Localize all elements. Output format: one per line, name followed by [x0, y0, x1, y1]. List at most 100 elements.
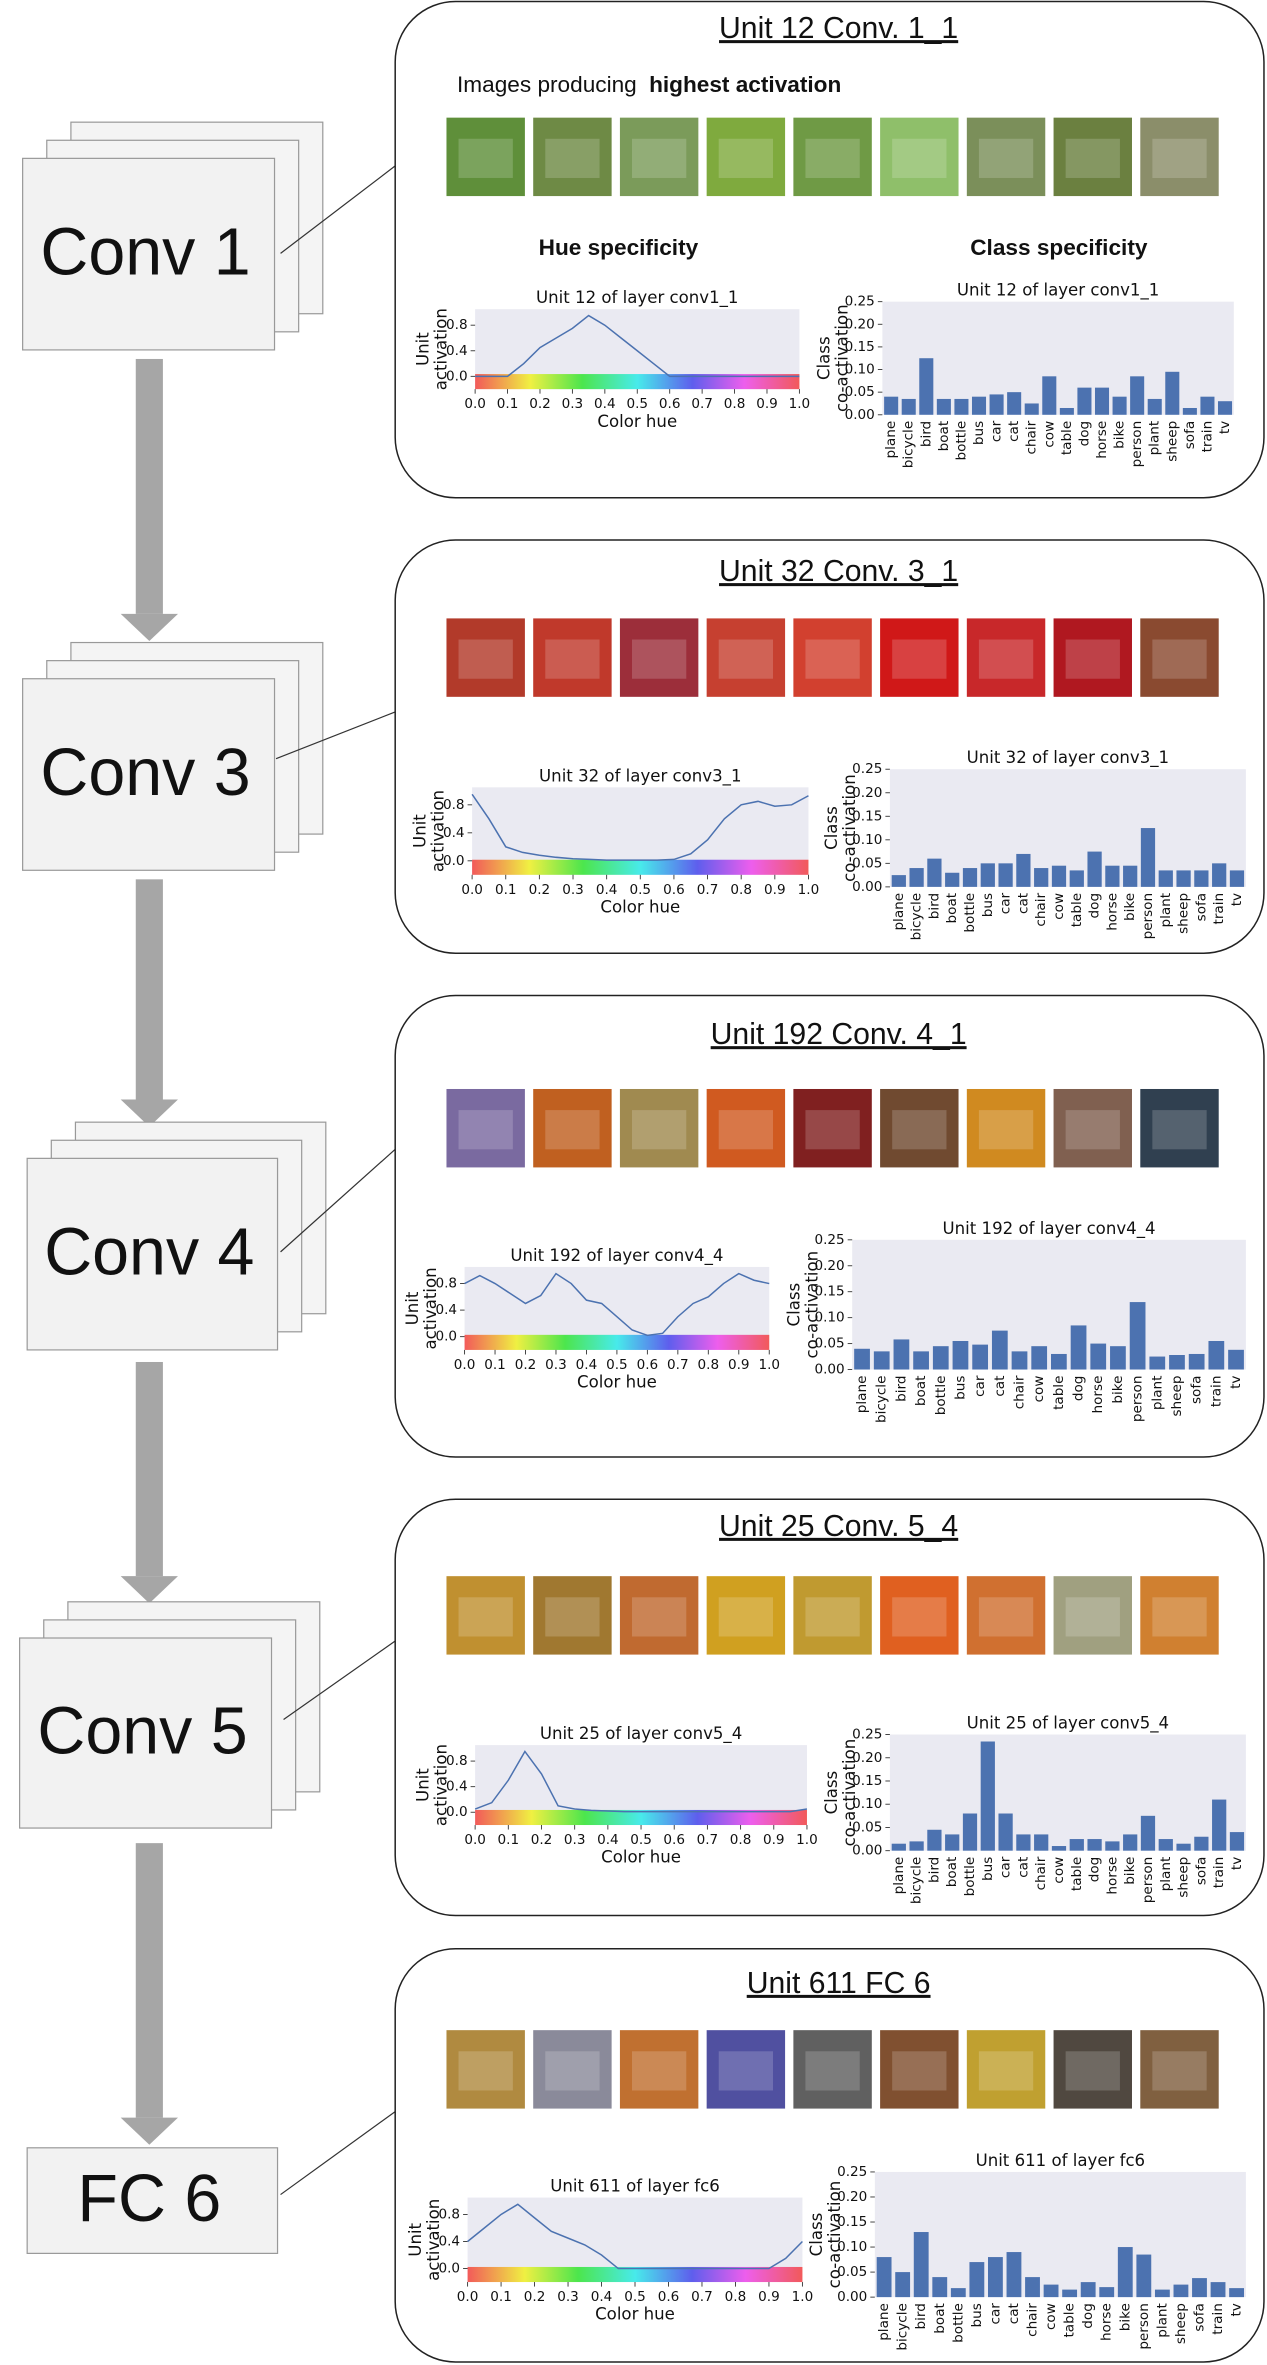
- y-tick-label: 0.00: [852, 1843, 882, 1859]
- x-tick-label: plant: [1158, 1857, 1174, 1892]
- thumbnail: [533, 2030, 612, 2109]
- chart-title: Unit 192 of layer conv4_4: [943, 1219, 1156, 1239]
- thumbnail-shade: [978, 138, 1034, 178]
- y-tick-label: 0.10: [837, 2239, 867, 2255]
- x-tick-label: train: [1211, 893, 1227, 925]
- bar: [913, 2232, 929, 2298]
- arrow-head: [120, 2117, 178, 2145]
- bar: [1016, 1834, 1031, 1851]
- x-tick-label: sofa: [1193, 893, 1209, 921]
- x-tick-label: sheep: [1164, 421, 1180, 462]
- x-tick-label: plane: [883, 421, 899, 459]
- thumbnail-shade: [458, 1110, 513, 1150]
- connector: [280, 165, 396, 254]
- thumbnail: [619, 618, 699, 697]
- y-tick-label: 0.25: [837, 2164, 867, 2180]
- x-tick-label: bottle: [962, 1857, 978, 1897]
- y-tick-label: 0.10: [845, 362, 875, 378]
- bar: [1043, 2284, 1059, 2298]
- thumbnail: [1053, 1576, 1132, 1655]
- x-tick-label: 0.3: [562, 396, 584, 412]
- x-tick-label: 0.0: [464, 1832, 486, 1848]
- class-heading: Class specificity: [970, 235, 1148, 260]
- x-tick-label: 0.4: [596, 882, 618, 898]
- bar: [1094, 387, 1110, 415]
- bar: [909, 868, 924, 887]
- bar: [954, 398, 969, 415]
- y-axis-label: co-activation: [833, 304, 852, 412]
- x-tick-label: boat: [944, 1857, 960, 1888]
- thumbnail-shade: [1065, 138, 1120, 178]
- x-tick-label: table: [1062, 2303, 1078, 2337]
- x-tick-label: 0.8: [724, 396, 746, 412]
- x-tick-label: bus: [952, 1376, 968, 1400]
- y-axis-label: activation: [431, 308, 450, 390]
- x-tick-label: person: [1136, 2303, 1152, 2350]
- layer-label: Conv 1: [40, 216, 250, 290]
- thumbnail-shade: [1065, 2051, 1120, 2091]
- x-tick-label: 0.5: [624, 2289, 646, 2305]
- bar: [1034, 868, 1049, 887]
- x-tick-label: 0.4: [576, 1357, 598, 1373]
- thumbnail: [1140, 117, 1219, 197]
- y-tick-label: 0.10: [852, 1796, 882, 1812]
- chart-title: Unit 12 of layer conv1_1: [536, 288, 738, 308]
- bar: [1212, 1799, 1227, 1851]
- x-tick-label: chair: [1012, 1375, 1028, 1409]
- thumbnail-shade: [545, 138, 600, 178]
- bar: [1110, 1346, 1126, 1370]
- bar: [891, 1843, 906, 1851]
- caption-text: Images producing: [457, 72, 643, 97]
- x-tick-label: sheep: [1176, 1857, 1192, 1898]
- thumbnail-shade: [892, 138, 947, 178]
- bar: [1024, 403, 1039, 415]
- thumbnail-shade: [1152, 1110, 1207, 1150]
- bar: [1129, 1302, 1146, 1370]
- x-tick-label: 0.6: [659, 396, 681, 412]
- x-tick-label: dog: [1087, 1857, 1103, 1883]
- x-tick-label: cat: [1006, 2303, 1022, 2324]
- thumbnail: [619, 2030, 699, 2109]
- layer-label: Conv 5: [37, 1695, 247, 1769]
- y-tick-label: 0.05: [814, 1336, 844, 1352]
- x-tick-label: bicycle: [895, 2303, 911, 2350]
- x-tick-label: plane: [854, 1376, 870, 1414]
- x-tick-label: car: [998, 892, 1014, 914]
- layer-box: [19, 1637, 273, 1829]
- bar: [1031, 1346, 1048, 1370]
- bar: [873, 1351, 890, 1370]
- x-tick-label: 0.2: [529, 882, 551, 898]
- panel-title: Unit 12 Conv. 1_1: [719, 12, 958, 45]
- y-axis-label: co-activation: [840, 1739, 859, 1847]
- y-tick-label: 0.00: [845, 407, 875, 423]
- bar: [1188, 1353, 1205, 1370]
- thumbnail: [966, 117, 1046, 197]
- x-tick-label: sheep: [1173, 2303, 1189, 2344]
- x-tick-label: plant: [1147, 421, 1163, 456]
- x-axis-label: Color hue: [601, 1848, 681, 1867]
- y-axis-label: Class: [822, 1771, 841, 1815]
- x-tick-label: car: [998, 1856, 1014, 1878]
- x-tick-label: bird: [893, 1376, 909, 1402]
- thumbnail: [1140, 1576, 1219, 1655]
- x-tick-label: chair: [1033, 1856, 1049, 1890]
- thumbnail: [706, 2030, 786, 2109]
- hue-strip: [467, 2266, 803, 2283]
- chart-title: Unit 32 of layer conv3_1: [967, 748, 1169, 768]
- bar: [1087, 1839, 1102, 1851]
- x-tick-label: bottle: [950, 2303, 966, 2343]
- bar: [1059, 407, 1074, 415]
- bar: [1123, 865, 1138, 887]
- bar: [1210, 2282, 1226, 2298]
- y-tick-label: 0.8: [435, 1276, 457, 1292]
- x-tick-label: cat: [992, 1376, 1008, 1397]
- thumbnail: [966, 2030, 1046, 2109]
- layer-label: Conv 3: [40, 736, 250, 810]
- x-tick-label: 0.4: [591, 2289, 613, 2305]
- bar: [1025, 2277, 1040, 2298]
- x-tick-label: 0.1: [498, 1832, 520, 1848]
- bar: [1011, 1351, 1028, 1370]
- arrow-shaft: [135, 358, 163, 614]
